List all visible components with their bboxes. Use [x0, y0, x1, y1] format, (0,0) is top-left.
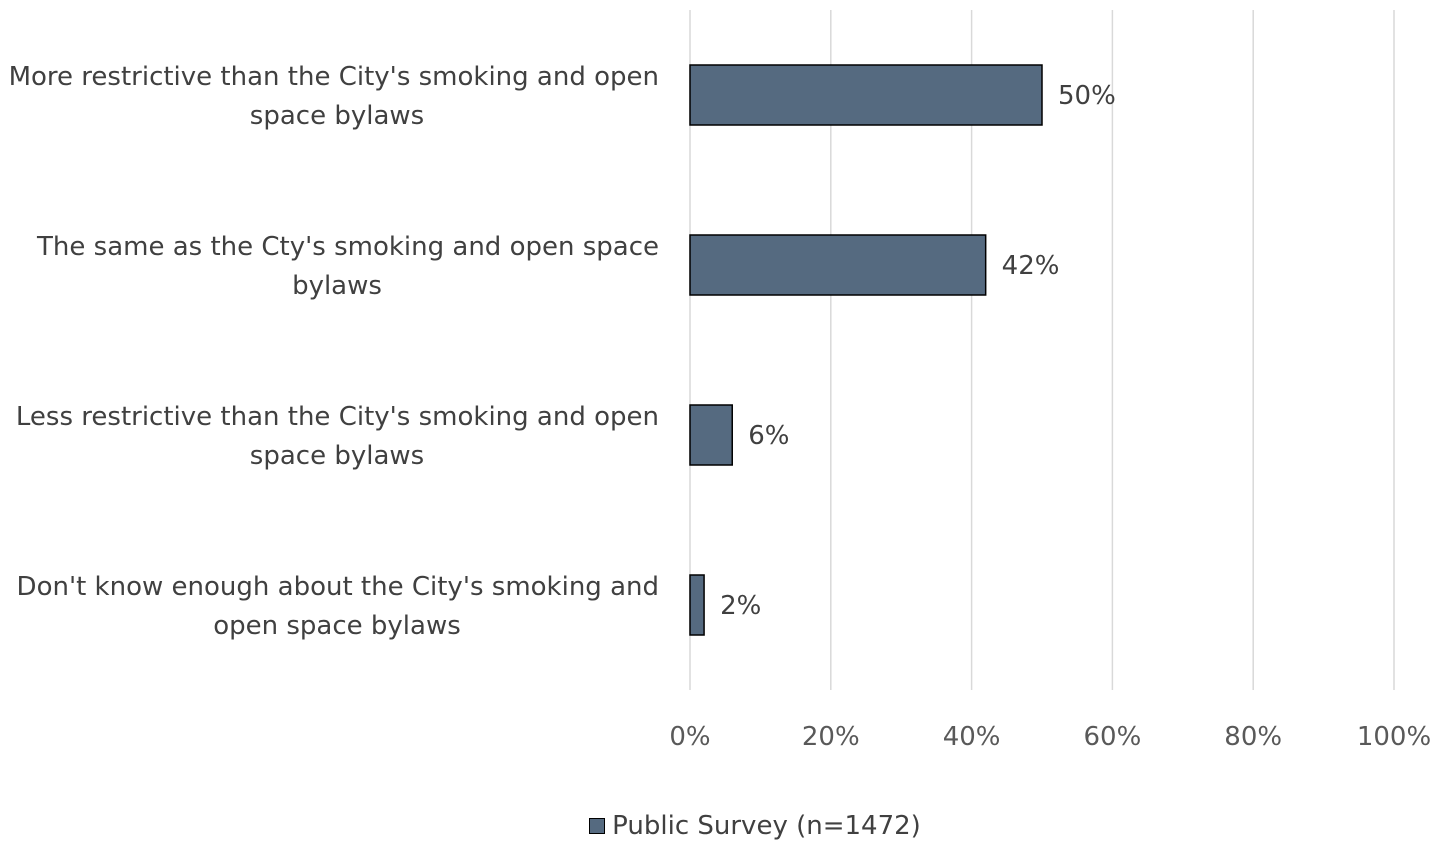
x-tick-label: 0% — [669, 722, 710, 752]
x-tick-label: 100% — [1357, 722, 1431, 752]
category-label-line: bylaws — [292, 271, 382, 301]
bar — [689, 574, 705, 636]
category-label: The same as the Cty's smoking and open s… — [36, 232, 659, 301]
x-tick-label: 20% — [802, 722, 860, 752]
bars — [689, 64, 1043, 636]
x-tick-label: 80% — [1224, 722, 1282, 752]
category-label: More restrictive than the City's smoking… — [9, 62, 659, 131]
category-label-line: open space bylaws — [213, 611, 461, 641]
category-labels: More restrictive than the City's smoking… — [9, 62, 659, 641]
data-label: 2% — [720, 591, 761, 621]
legend-swatch — [589, 818, 606, 834]
data-labels: 50% 42% 6% 2% — [720, 81, 1116, 621]
category-label-line: More restrictive than the City's smoking… — [9, 62, 659, 92]
category-label: Less restrictive than the City's smoking… — [16, 402, 659, 471]
data-label: 50% — [1058, 81, 1116, 111]
category-label-line: space bylaws — [250, 441, 424, 471]
legend-label: Public Survey (n=1472) — [612, 811, 921, 841]
data-label: 42% — [1002, 251, 1060, 281]
data-label: 6% — [748, 421, 789, 451]
legend-item: Public Survey (n=1472) — [589, 811, 921, 841]
bar — [689, 404, 733, 466]
category-label-line: The same as the Cty's smoking and open s… — [36, 232, 659, 262]
x-tick-label: 40% — [943, 722, 1001, 752]
legend: Public Survey (n=1472) — [0, 806, 1435, 846]
category-label-line: Less restrictive than the City's smoking… — [16, 402, 659, 432]
x-axis-tick-labels: 0% 20% 40% 60% 80% 100% — [669, 722, 1431, 752]
bar — [689, 234, 987, 296]
category-label-line: Don't know enough about the City's smoki… — [17, 572, 659, 602]
x-tick-label: 60% — [1084, 722, 1142, 752]
category-label-line: space bylaws — [250, 101, 424, 131]
bar — [689, 64, 1043, 126]
category-label: Don't know enough about the City's smoki… — [17, 572, 659, 641]
